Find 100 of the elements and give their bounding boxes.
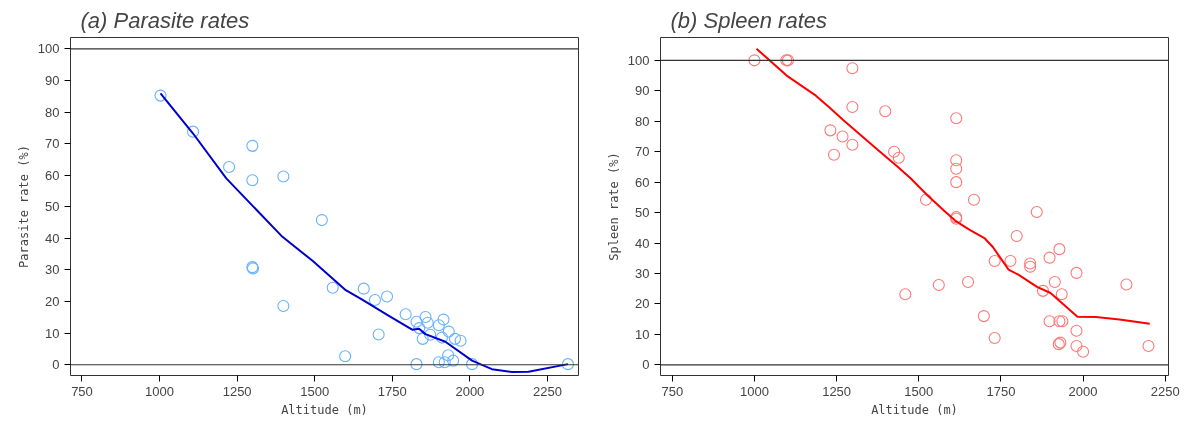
y-tick-label: 0 <box>642 357 650 373</box>
y-tick-label: 0 <box>52 357 60 373</box>
y-tick-label: 50 <box>635 205 650 221</box>
x-tick-label: 1250 <box>222 383 252 399</box>
point <box>442 325 455 338</box>
y-tick-label: 80 <box>45 104 60 120</box>
point <box>154 89 167 102</box>
point <box>447 354 460 367</box>
point <box>466 358 479 371</box>
y-tick-label: 30 <box>45 262 60 278</box>
line-series <box>755 47 1151 325</box>
point <box>988 254 1001 268</box>
y-tick-label: 70 <box>45 136 60 152</box>
point <box>1036 284 1050 297</box>
line-series <box>159 92 569 374</box>
point <box>421 316 434 329</box>
point <box>437 313 450 326</box>
y-tick-label: 90 <box>635 83 650 99</box>
point <box>846 62 859 75</box>
point <box>380 290 394 303</box>
point <box>1010 230 1023 243</box>
point <box>888 145 901 158</box>
y-tick-label: 60 <box>635 174 650 190</box>
point <box>748 54 761 67</box>
point <box>438 356 451 369</box>
x-axis-title: Altitude (m) <box>281 402 368 417</box>
point <box>223 160 236 174</box>
point <box>950 176 963 189</box>
point <box>1070 266 1083 279</box>
point <box>879 105 892 118</box>
point <box>246 174 259 187</box>
y-tick-label: 60 <box>45 167 60 183</box>
point <box>1043 251 1056 264</box>
x-tick-label: 1000 <box>145 383 175 399</box>
x-tick-label: 1250 <box>822 383 852 399</box>
point <box>416 332 429 345</box>
y-tick-label: 40 <box>635 235 650 251</box>
x-tick-label: 1750 <box>986 383 1016 399</box>
point <box>448 332 462 345</box>
point <box>950 154 963 167</box>
point <box>1053 243 1066 256</box>
point <box>950 112 963 125</box>
y-tick-label: 50 <box>45 199 60 215</box>
y-axis-title: Spleen rate (%) <box>606 152 621 261</box>
point <box>950 162 963 175</box>
chart-title: (b) Spleen rates <box>670 7 828 33</box>
x-tick-label: 1000 <box>740 383 769 399</box>
x-tick-label: 750 <box>661 383 684 399</box>
y-tick-label: 20 <box>635 296 650 312</box>
x-tick-label: 1500 <box>904 383 934 399</box>
point <box>410 358 423 371</box>
point <box>846 100 859 113</box>
y-tick-label: 10 <box>45 325 60 341</box>
point <box>988 332 1001 345</box>
y-tick-label: 70 <box>635 144 650 160</box>
x-tick-label: 2000 <box>1068 383 1098 399</box>
point <box>315 214 328 227</box>
x-axis-title: Altitude (m) <box>871 402 958 417</box>
point <box>435 331 449 344</box>
x-tick-label: 750 <box>71 383 93 399</box>
point <box>277 170 290 183</box>
point <box>413 322 426 335</box>
point <box>967 193 981 206</box>
point <box>424 328 437 341</box>
y-tick-label: 40 <box>45 230 60 246</box>
point <box>977 310 990 323</box>
x-tick-label: 1750 <box>377 383 407 399</box>
chart-title: (a) Parasite rates <box>80 7 250 33</box>
y-tick-label: 100 <box>37 41 60 57</box>
y-tick-label: 10 <box>635 326 650 342</box>
x-tick-label: 1500 <box>300 383 330 399</box>
x-tick-label: 2250 <box>533 383 562 399</box>
point <box>187 125 200 138</box>
point <box>1077 345 1090 358</box>
point <box>1043 315 1056 328</box>
point <box>454 334 467 347</box>
point <box>824 124 837 137</box>
point <box>1030 205 1043 219</box>
point <box>1070 324 1083 337</box>
point <box>399 308 412 321</box>
point <box>962 275 975 289</box>
point <box>372 328 385 341</box>
point <box>442 349 455 362</box>
point <box>357 282 370 295</box>
y-tick-label: 100 <box>627 52 650 68</box>
point <box>1142 339 1155 352</box>
point <box>892 151 905 164</box>
y-tick-label: 20 <box>45 294 60 310</box>
point <box>246 139 259 152</box>
y-tick-label: 30 <box>635 265 650 281</box>
point <box>932 279 945 292</box>
y-axis-title: Parasite rate (%) <box>16 145 31 268</box>
point <box>410 315 423 328</box>
point <box>339 350 352 363</box>
point <box>326 281 339 294</box>
point <box>277 299 290 313</box>
x-tick-label: 2250 <box>1150 383 1180 399</box>
point <box>432 319 445 332</box>
point <box>1120 278 1133 291</box>
point <box>827 148 841 161</box>
